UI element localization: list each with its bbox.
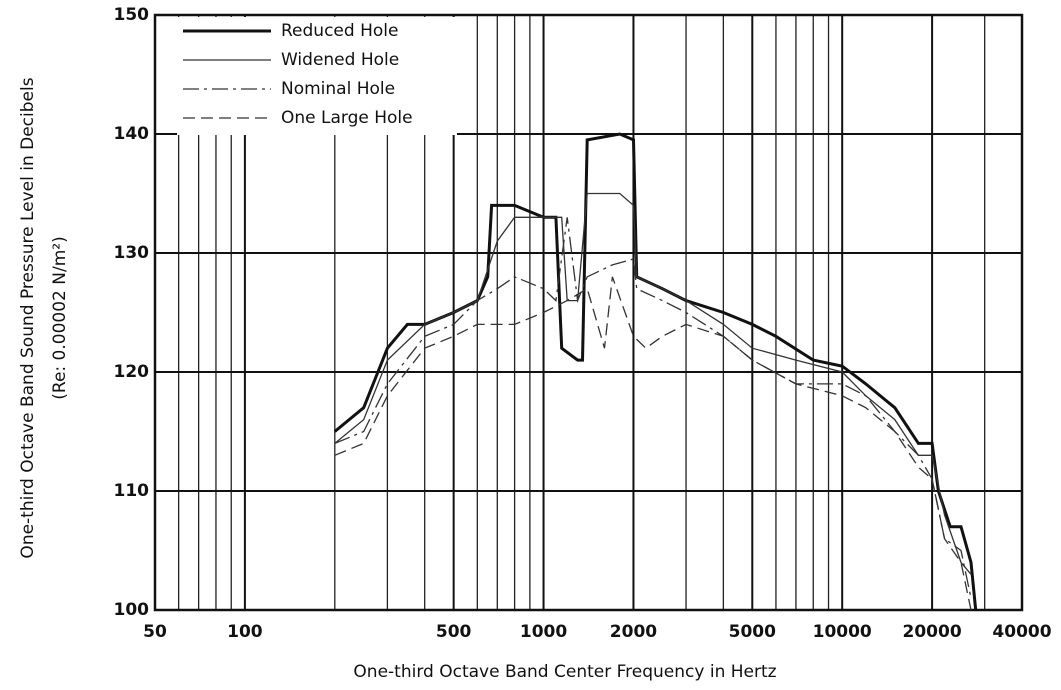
x-tick-label: 500 <box>436 622 472 642</box>
data-line <box>334 276 972 611</box>
x-tick-label: 50 <box>143 622 167 642</box>
data-line <box>334 217 972 599</box>
x-tick-label: 5000 <box>729 622 776 642</box>
y-tick-label: 150 <box>114 5 150 25</box>
x-tick-label: 20000 <box>903 622 962 642</box>
y-tick-label: 110 <box>114 481 150 501</box>
y-tick-label: 130 <box>114 243 150 263</box>
x-tick-label: 2000 <box>610 622 657 642</box>
y-tick-label: 120 <box>114 362 150 382</box>
x-tick-label: 1000 <box>520 622 567 642</box>
x-axis-title: One-third Octave Band Center Frequency i… <box>353 662 776 682</box>
y-tick-label: 100 <box>114 600 150 620</box>
y-axis-title: One-third Octave Band Sound Pressure Lev… <box>18 77 38 558</box>
y-axis-subtitle: (Re: 0.00002 N/m²) <box>50 236 70 399</box>
data-line <box>334 192 972 575</box>
legend-label: Widened Hole <box>281 50 399 70</box>
plot-frame <box>153 13 1024 612</box>
legend-box <box>177 17 457 135</box>
legend-label: Reduced Hole <box>281 21 398 41</box>
x-tick-label: 100 <box>227 622 263 642</box>
legend-label: Nominal Hole <box>281 79 395 99</box>
x-tick-label: 40000 <box>992 622 1051 642</box>
legend-label: One Large Hole <box>281 108 413 128</box>
x-tick-label: 10000 <box>813 622 872 642</box>
y-tick-label: 140 <box>114 124 150 144</box>
